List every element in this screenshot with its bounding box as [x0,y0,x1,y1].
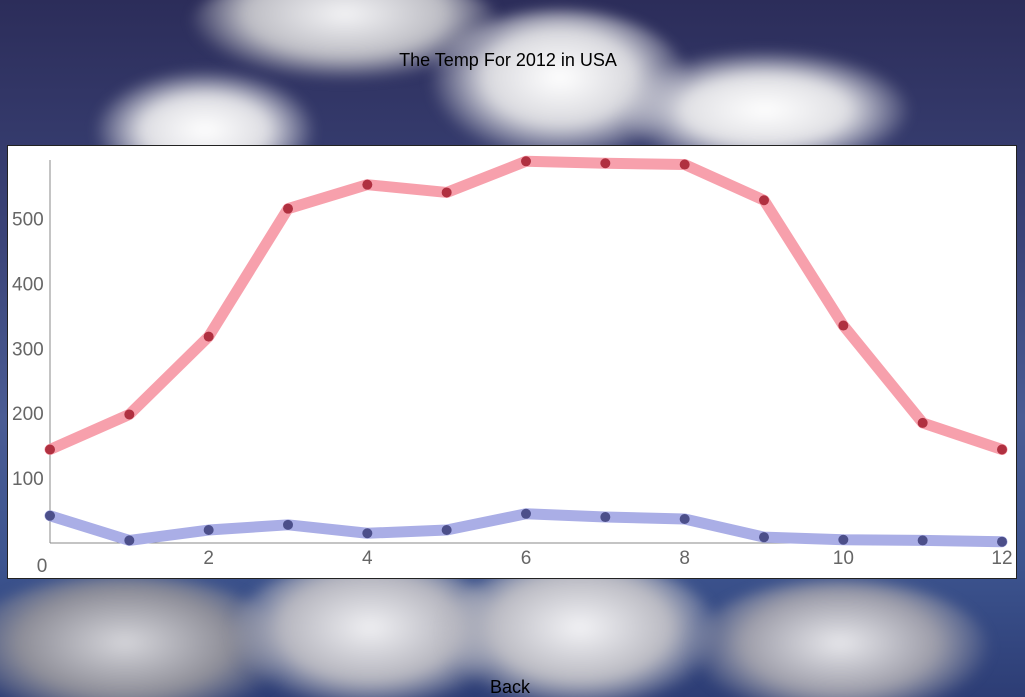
series-2-point [124,535,135,546]
series-1-point [283,203,293,214]
series-2-point [521,508,531,519]
series-1-point [124,409,135,420]
x-tick-label: 4 [362,548,373,569]
x-tick-label: 8 [679,548,690,569]
series-1-point [917,417,928,428]
x-tick-label: 0 [37,556,48,577]
series-1-point [759,195,769,206]
series-1-point [600,158,611,169]
series-1-point [679,159,690,170]
series-1-point [997,444,1007,455]
series-2-point [838,534,849,545]
series-2-point [45,510,55,521]
back-button[interactable]: Back [470,676,550,697]
cloud [690,580,990,697]
series-2-point [362,528,373,539]
series-1-point [362,179,373,190]
series-1-point [203,331,214,342]
series-2-point [441,525,452,536]
x-tick-label: 12 [991,548,1012,569]
page-title: The Temp For 2012 in USA [399,50,617,70]
cloud [440,560,720,697]
y-tick-labels: 100 200 300 400 500 [12,209,44,490]
series-2-point [203,525,214,536]
series-line-1 [44,155,1008,456]
series-2-point [917,535,928,546]
series-2-point [997,536,1007,547]
series-2-point [679,513,690,524]
line-chart: 100 200 300 400 500 0 2 4 6 8 10 12 [12,155,1013,577]
chart-panel: 100 200 300 400 500 0 2 4 6 8 10 12 [7,145,1017,579]
y-tick-label: 200 [12,404,44,425]
x-tick-label: 10 [833,548,854,569]
x-tick-label: 6 [521,548,532,569]
y-tick-label: 500 [12,209,44,230]
y-tick-label: 100 [12,469,44,490]
series-layer [44,155,1008,548]
x-tick-label: 2 [203,548,214,569]
series-1-point [521,156,531,167]
series-2-point [283,519,293,530]
x-tick-labels: 0 2 4 6 8 10 12 [37,548,1013,577]
series-2-point [759,532,769,543]
series-2-point [600,512,611,523]
series-1-point [838,320,849,331]
series-1-point [45,444,55,455]
y-tick-label: 300 [12,339,44,360]
y-tick-label: 400 [12,274,44,295]
series-1-point [441,187,452,198]
